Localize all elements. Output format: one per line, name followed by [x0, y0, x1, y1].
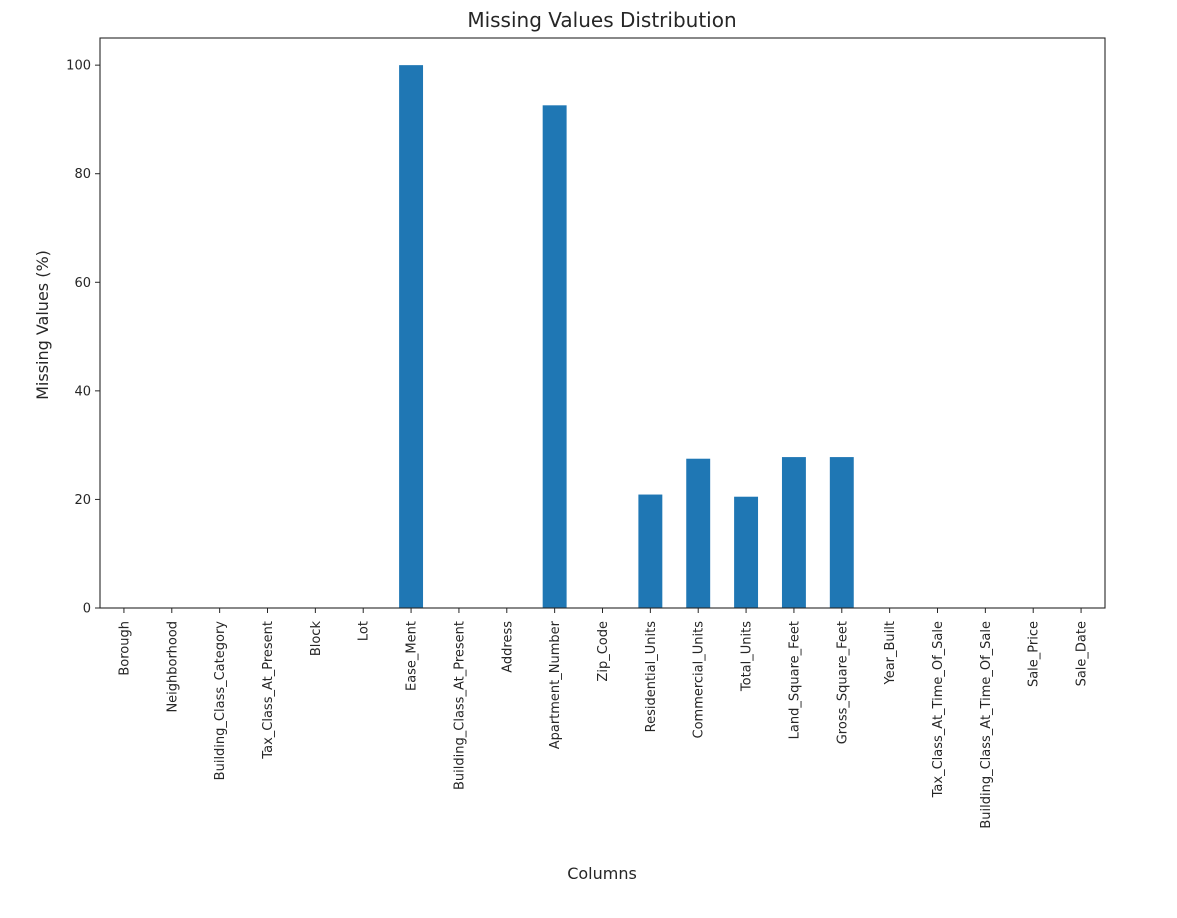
y-tick-label: 80 [74, 167, 91, 182]
bar-commercial-units [686, 458, 711, 608]
x-axis: Borough Neighborhood Building_Class_Catego… [117, 608, 1090, 829]
y-tick-label: 20 [74, 493, 91, 508]
bar-gross-square-feet [829, 457, 854, 608]
x-tick-label: Tax_Class_At_Time_Of_Sale [931, 621, 946, 798]
x-tick-label: Lot [357, 621, 372, 641]
y-tick-label: 40 [74, 384, 91, 399]
plot-frame [99, 37, 1106, 609]
bar-apartment-number [542, 105, 567, 609]
chart-title: Missing Values Distribution [467, 8, 736, 32]
y-tick-label: 100 [66, 59, 91, 74]
x-tick-label: Block [309, 621, 324, 657]
bar-total-units [734, 496, 759, 608]
x-tick-label: Sale_Date [1075, 621, 1090, 686]
bar-residential-units [638, 494, 663, 608]
y-tick-label: 60 [74, 276, 91, 291]
x-tick-label: Building_Class_Category [213, 621, 228, 781]
y-axis: 0 20 40 60 80 100 [66, 59, 100, 617]
x-tick-label: Apartment_Number [548, 620, 563, 749]
y-tick-label: 0 [83, 602, 91, 617]
y-axis-label: Missing Values (%) [33, 250, 52, 400]
x-tick-label: Land_Square_Feet [787, 621, 802, 739]
x-tick-label: Neighborhood [165, 621, 180, 713]
x-tick-label: Commercial_Units [692, 621, 707, 739]
x-tick-label: Borough [117, 621, 132, 676]
x-tick-label: Year_Built [883, 621, 898, 686]
x-tick-label: Tax_Class_At_Present [261, 621, 276, 760]
x-tick-label: Building_Class_At_Present [452, 621, 467, 790]
x-tick-label: Gross_Square_Feet [835, 621, 850, 744]
bar-land-square-feet [781, 457, 806, 608]
x-tick-label: Sale_Price [1027, 621, 1042, 687]
x-tick-label: Residential_Units [644, 621, 659, 733]
x-tick-label: Zip_Code [596, 621, 611, 682]
bar-ease-ment [399, 65, 424, 608]
x-tick-label: Building_Class_At_Time_Of_Sale [979, 621, 994, 829]
bars [399, 65, 854, 609]
x-tick-label: Ease_Ment [405, 621, 420, 691]
x-tick-label: Address [500, 621, 515, 673]
x-axis-label: Columns [567, 864, 637, 883]
x-tick-label: Total_Units [740, 621, 755, 692]
